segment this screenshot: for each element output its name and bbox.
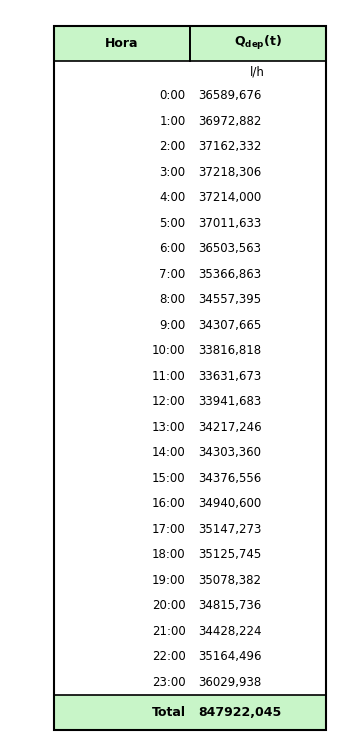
Text: 34376,556: 34376,556 (199, 471, 262, 485)
Text: 12:00: 12:00 (152, 395, 186, 408)
Text: 7:00: 7:00 (159, 268, 186, 281)
Text: 14:00: 14:00 (152, 446, 186, 459)
Text: 35147,273: 35147,273 (199, 522, 262, 536)
Text: 35078,382: 35078,382 (199, 573, 262, 587)
Text: 37011,633: 37011,633 (199, 217, 262, 230)
Text: 34303,360: 34303,360 (199, 446, 262, 459)
Text: 37214,000: 37214,000 (199, 191, 262, 204)
Text: 34815,736: 34815,736 (199, 599, 262, 612)
Text: 847922,045: 847922,045 (199, 706, 282, 719)
Text: 35366,863: 35366,863 (199, 268, 262, 281)
Text: l/h: l/h (250, 65, 265, 78)
Text: 13:00: 13:00 (152, 420, 186, 434)
Text: 18:00: 18:00 (152, 548, 186, 561)
Text: 36589,676: 36589,676 (199, 89, 262, 102)
Text: 3:00: 3:00 (160, 166, 186, 179)
Text: 34217,246: 34217,246 (199, 420, 262, 434)
Text: 33941,683: 33941,683 (199, 395, 262, 408)
Text: 35164,496: 35164,496 (199, 650, 262, 663)
Text: 0:00: 0:00 (160, 89, 186, 102)
Text: 34940,600: 34940,600 (199, 497, 262, 510)
Text: 4:00: 4:00 (159, 191, 186, 204)
Text: 9:00: 9:00 (159, 319, 186, 332)
Text: 37218,306: 37218,306 (199, 166, 262, 179)
Text: 34307,665: 34307,665 (199, 319, 262, 332)
Text: 35125,745: 35125,745 (199, 548, 262, 561)
Text: Hora: Hora (105, 37, 139, 50)
Text: 20:00: 20:00 (152, 599, 186, 612)
Text: 34428,224: 34428,224 (199, 624, 262, 638)
Text: 6:00: 6:00 (159, 242, 186, 255)
Text: 33631,673: 33631,673 (199, 370, 262, 383)
Text: 34557,395: 34557,395 (199, 293, 262, 306)
Text: 16:00: 16:00 (152, 497, 186, 510)
Text: 33816,818: 33816,818 (199, 344, 262, 357)
Text: 36972,882: 36972,882 (199, 115, 262, 128)
Text: 36029,938: 36029,938 (199, 675, 262, 689)
Text: 15:00: 15:00 (152, 471, 186, 485)
Text: 17:00: 17:00 (152, 522, 186, 536)
Text: 22:00: 22:00 (152, 650, 186, 663)
Text: 23:00: 23:00 (152, 675, 186, 689)
Text: 5:00: 5:00 (160, 217, 186, 230)
Text: 10:00: 10:00 (152, 344, 186, 357)
Text: 37162,332: 37162,332 (199, 140, 262, 153)
Text: 2:00: 2:00 (159, 140, 186, 153)
Text: 36503,563: 36503,563 (199, 242, 262, 255)
Text: $\mathbf{Q_{dep}(t)}$: $\mathbf{Q_{dep}(t)}$ (234, 35, 282, 52)
Text: 11:00: 11:00 (152, 370, 186, 383)
Text: 1:00: 1:00 (159, 115, 186, 128)
Text: Total: Total (152, 706, 186, 719)
Text: 19:00: 19:00 (152, 573, 186, 587)
Text: 21:00: 21:00 (152, 624, 186, 638)
Text: 8:00: 8:00 (160, 293, 186, 306)
